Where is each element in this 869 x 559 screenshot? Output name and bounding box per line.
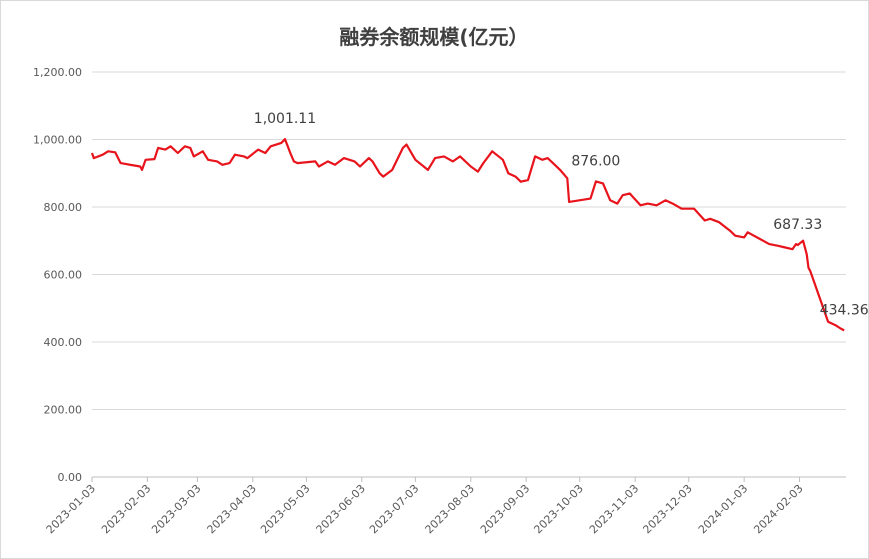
value-label: 434.36	[820, 302, 869, 318]
value-label: 687.33	[773, 217, 822, 233]
y-tick-label: 400.00	[44, 336, 83, 349]
y-tick-label: 600.00	[44, 269, 83, 282]
line-series	[90, 138, 845, 332]
y-tick-label: 800.00	[44, 201, 83, 214]
y-tick-label: 1,200.00	[33, 66, 82, 79]
value-label: 876.00	[571, 153, 620, 169]
value-label: 1,001.11	[254, 111, 316, 127]
y-tick-label: 0.00	[58, 471, 83, 484]
chart-title: 融券余额规模(亿元）	[339, 25, 528, 49]
y-tick-label: 200.00	[44, 404, 83, 417]
y-tick-label: 1,000.00	[33, 134, 82, 147]
